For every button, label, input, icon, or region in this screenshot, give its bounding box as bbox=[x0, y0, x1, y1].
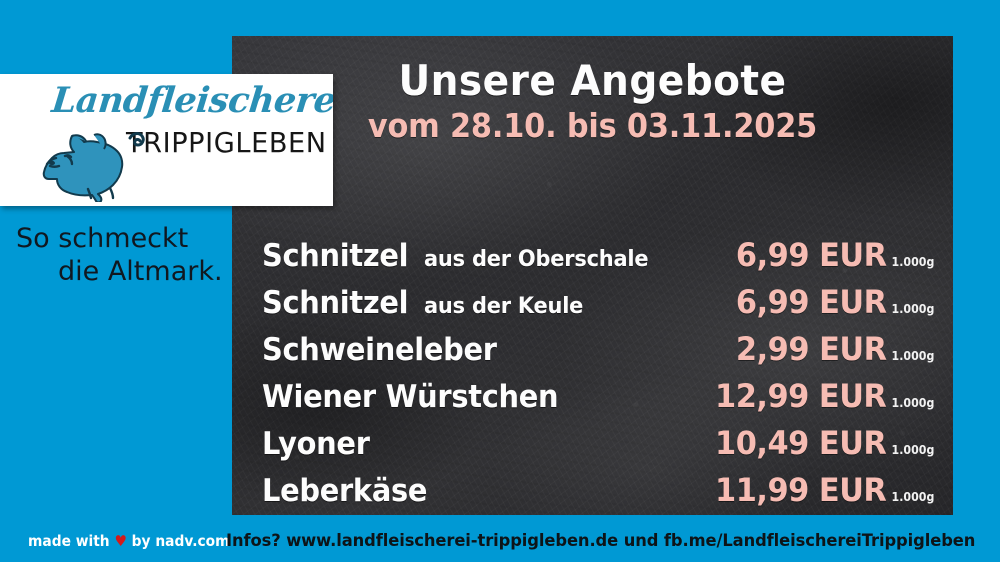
offer-price: 12,99 EUR bbox=[715, 377, 887, 415]
offer-row: Lyoner 10,49 EUR 1.000g bbox=[262, 424, 939, 471]
offer-name: Wiener Würstchen bbox=[262, 379, 706, 415]
offer-name: Schweineleber bbox=[262, 332, 728, 368]
offer-name-main: Leberkäse bbox=[262, 473, 428, 509]
offer-name-sub: aus der Oberschale bbox=[424, 247, 649, 272]
offer-name: Schnitzel aus der Oberschale bbox=[262, 238, 728, 274]
offer-price: 6,99 EUR bbox=[735, 283, 887, 321]
logo-brand-location: TRIPPIGLEBEN bbox=[126, 126, 327, 159]
footer-bar: made with ♥ by nadv.com Infos? www.landf… bbox=[0, 526, 1000, 556]
offer-unit: 1.000g bbox=[891, 490, 935, 504]
tagline-line-1: So schmeckt bbox=[16, 223, 189, 254]
offer-name-main: Schweineleber bbox=[262, 332, 497, 368]
offer-row: Wiener Würstchen 12,99 EUR 1.000g bbox=[262, 377, 939, 424]
logo-brand-script: Landfleischerei bbox=[49, 80, 333, 121]
offer-unit: 1.000g bbox=[891, 302, 935, 316]
offer-name-main: Schnitzel bbox=[262, 238, 409, 274]
pig-icon bbox=[42, 132, 145, 202]
offer-unit: 1.000g bbox=[891, 443, 935, 457]
made-with-pre: made with bbox=[28, 532, 110, 550]
offer-row: Leberkäse 11,99 EUR 1.000g bbox=[262, 471, 939, 518]
offer-row: Schnitzel aus der Keule 6,99 EUR 1.000g bbox=[262, 283, 939, 330]
offer-row: Schweineleber 2,99 EUR 1.000g bbox=[262, 330, 939, 377]
made-with-post: by nadv.com bbox=[131, 532, 230, 550]
tagline-line-2: die Altmark. bbox=[58, 256, 223, 287]
offer-unit: 1.000g bbox=[891, 349, 935, 363]
tagline: So schmeckt die Altmark. bbox=[16, 222, 231, 288]
offer-name-main: Wiener Würstchen bbox=[262, 379, 559, 415]
offer-name: Leberkäse bbox=[262, 473, 706, 509]
offer-price: 2,99 EUR bbox=[735, 330, 887, 368]
offer-row: Schnitzel aus der Oberschale 6,99 EUR 1.0… bbox=[262, 236, 939, 283]
offer-price: 10,49 EUR bbox=[715, 424, 887, 462]
board-subtitle: vom 28.10. bis 03.11.2025 bbox=[367, 106, 818, 145]
board-title: Unsere Angebote bbox=[398, 56, 787, 105]
offer-name-main: Lyoner bbox=[262, 426, 370, 462]
offer-price: 11,99 EUR bbox=[715, 471, 887, 509]
heart-icon: ♥ bbox=[114, 532, 127, 550]
made-with-credit: made with ♥ by nadv.com bbox=[28, 532, 229, 550]
offer-price: 6,99 EUR bbox=[735, 236, 887, 274]
offer-unit: 1.000g bbox=[891, 396, 935, 410]
offer-name: Lyoner bbox=[262, 426, 706, 462]
offer-name: Schnitzel aus der Keule bbox=[262, 285, 728, 321]
offer-unit: 1.000g bbox=[891, 255, 935, 269]
offer-name-sub: aus der Keule bbox=[424, 294, 584, 319]
offer-name-main: Schnitzel bbox=[262, 285, 409, 321]
logo-card: Landfleischerei TRIPPIGLEBEN bbox=[0, 74, 333, 206]
footer-info-text: Infos? www.landfleischerei-trippigleben.… bbox=[226, 531, 976, 551]
offer-list: Schnitzel aus der Oberschale 6,99 EUR 1.0… bbox=[262, 236, 939, 518]
chalkboard-panel: Unsere Angebote vom 28.10. bis 03.11.202… bbox=[232, 36, 953, 515]
